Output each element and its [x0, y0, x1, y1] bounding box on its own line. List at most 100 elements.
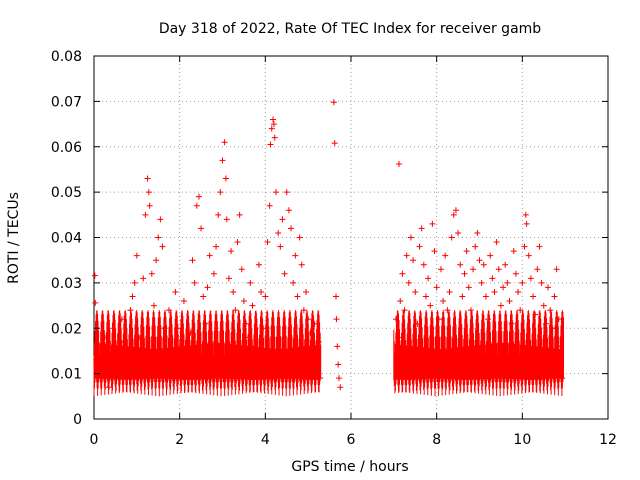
data-point [540, 302, 547, 309]
data-point [487, 252, 494, 259]
data-point [127, 307, 134, 314]
data-point [267, 141, 274, 148]
data-point [559, 375, 566, 382]
data-point [527, 275, 534, 282]
data-point [512, 270, 519, 277]
data-point [457, 261, 464, 268]
y-tick-label: 0.03 [51, 276, 82, 292]
data-point [431, 248, 438, 255]
data-point [401, 307, 408, 314]
data-point [135, 334, 142, 341]
data-point [202, 320, 209, 327]
data-point [476, 257, 483, 264]
data-point [510, 248, 517, 255]
data-point [145, 189, 152, 196]
data-point [491, 288, 498, 295]
data-point [422, 293, 429, 300]
data-point [123, 375, 130, 382]
data-point [305, 316, 312, 323]
data-point [542, 320, 549, 327]
data-point [435, 316, 442, 323]
data-point [290, 279, 297, 286]
data-point [93, 357, 100, 364]
data-point [230, 288, 237, 295]
data-point [176, 361, 183, 368]
data-point [410, 257, 417, 264]
data-point [178, 343, 185, 350]
data-point [547, 307, 554, 314]
axis-ticks: 0 2 4 6 8 10 12 0 0.01 0.02 0.03 0.04 0.05 0.06 0.07 0.… [51, 49, 617, 448]
data-point [442, 252, 449, 259]
data-point [405, 279, 412, 286]
data-point [191, 279, 198, 286]
data-point [110, 325, 117, 332]
data-point [534, 266, 541, 273]
data-point [262, 293, 269, 300]
data-point [97, 375, 104, 382]
data-point [296, 234, 303, 241]
chart-title: Day 318 of 2022, Rate Of TEC Index for r… [159, 21, 541, 37]
data-point [129, 293, 136, 300]
data-point [333, 293, 340, 300]
x-tick-label: 0 [90, 432, 99, 448]
data-point [138, 361, 145, 368]
x-axis-label: GPS time / hours [291, 459, 408, 475]
data-point [522, 211, 529, 218]
data-point [183, 352, 190, 359]
data-point [92, 299, 99, 306]
data-point [163, 357, 170, 364]
data-point [142, 211, 149, 218]
data-point [165, 307, 172, 314]
data-point [208, 338, 215, 345]
data-point [523, 220, 530, 227]
data-point [515, 288, 522, 295]
data-point [521, 243, 528, 250]
data-point [247, 279, 254, 286]
data-point [108, 352, 115, 359]
data-point [500, 284, 507, 291]
roti-density-bands [93, 310, 564, 397]
data-point [174, 325, 181, 332]
density-band [93, 310, 322, 397]
data-point [168, 347, 175, 354]
data-point [249, 302, 256, 309]
data-point [474, 229, 481, 236]
data-point [336, 375, 343, 382]
data-point [206, 252, 213, 259]
data-point [219, 157, 226, 164]
data-point [217, 189, 224, 196]
data-point [245, 334, 252, 341]
data-point [553, 266, 560, 273]
data-point [200, 293, 207, 300]
data-point [270, 116, 277, 123]
data-point [159, 243, 166, 250]
data-point [335, 361, 342, 368]
data-point [285, 207, 292, 214]
data-point [427, 302, 434, 309]
data-point [403, 252, 410, 259]
data-point [433, 284, 440, 291]
data-point [222, 175, 229, 182]
data-point [311, 320, 318, 327]
data-point [150, 302, 157, 309]
data-point [260, 325, 267, 332]
y-tick-label: 0.04 [51, 231, 82, 247]
data-point [133, 252, 140, 259]
data-point [313, 357, 320, 364]
data-point [392, 316, 399, 323]
data-point [493, 239, 500, 246]
y-tick-label: 0.05 [51, 185, 82, 201]
data-point [455, 229, 462, 236]
data-point [148, 270, 155, 277]
data-point [444, 307, 451, 314]
data-point [452, 207, 459, 214]
data-point [502, 261, 509, 268]
data-point [440, 298, 447, 305]
data-point [264, 239, 271, 246]
data-point [337, 384, 344, 391]
data-point [185, 375, 192, 382]
y-tick-label: 0.08 [51, 49, 82, 65]
data-point [273, 189, 280, 196]
data-point [465, 284, 472, 291]
data-point [240, 298, 247, 305]
